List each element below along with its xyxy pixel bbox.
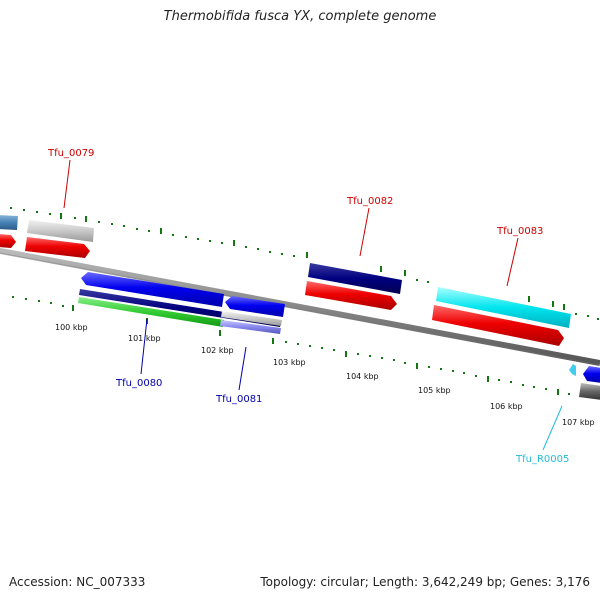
tick-labels: 100 kbp 101 kbp 102 kbp 103 kbp 104 kbp … — [55, 323, 595, 427]
gene-arrow-gray-0079[interactable] — [27, 220, 94, 242]
gene-arrow-blue-right[interactable] — [583, 366, 600, 383]
map-title: Thermobifida fusca YX, complete genome — [163, 9, 437, 24]
inner-tick-track — [12, 296, 570, 395]
gene-arrow-gray-0081[interactable] — [221, 311, 282, 326]
outer-tick-track — [10, 207, 599, 320]
gene-labels: Tfu_0079 Tfu_0082 Tfu_0083 Tfu_0080 Tfu_… — [47, 148, 569, 465]
genome-backbone — [0, 247, 600, 366]
gene-arrow-tfu-0080[interactable] — [81, 272, 224, 307]
gene-arrow-green-0080[interactable] — [78, 297, 224, 327]
gene-arrow-tfu-0082[interactable] — [305, 281, 397, 310]
gene-arrow-tfu-0081[interactable] — [225, 296, 285, 317]
gene-arrow-darkgray-right[interactable] — [579, 383, 600, 400]
rna-arrow-tfu-r0005[interactable] — [569, 364, 576, 376]
gene-arrow-steelblue[interactable] — [0, 215, 18, 230]
genome-summary-text: Topology: circular; Length: 3,642,249 bp… — [260, 575, 590, 589]
gene-arrow-tfu-0083[interactable] — [432, 305, 564, 346]
accession-text: Accession: NC_007333 — [9, 575, 146, 589]
gene-arrow-red-left[interactable] — [0, 234, 16, 248]
gene-arrow-lavender-0081[interactable] — [220, 320, 281, 334]
tick-label: 107 kbp — [562, 418, 595, 427]
tick-label: 101 kbp — [128, 334, 161, 343]
gene-label-tfu-0081[interactable]: Tfu_0081 — [215, 394, 262, 405]
gene-label-tfu-r0005[interactable]: Tfu_R0005 — [515, 454, 569, 465]
label-leaders — [63, 159, 563, 451]
tick-label: 105 kbp — [418, 386, 451, 395]
tick-label: 104 kbp — [346, 372, 379, 381]
gene-label-tfu-0080[interactable]: Tfu_0080 — [115, 378, 162, 389]
gene-label-tfu-0083[interactable]: Tfu_0083 — [496, 226, 543, 237]
tick-label: 102 kbp — [201, 346, 234, 355]
gene-arrow-tfu-0079[interactable] — [25, 237, 90, 258]
gene-label-tfu-0082[interactable]: Tfu_0082 — [346, 196, 393, 207]
gene-label-tfu-0079[interactable]: Tfu_0079 — [47, 148, 94, 159]
tick-label: 100 kbp — [55, 323, 88, 332]
gene-arrow-cyan-0083[interactable] — [436, 287, 571, 328]
tick-label: 106 kbp — [490, 402, 523, 411]
tick-label: 103 kbp — [273, 358, 306, 367]
gene-arrow-navy-0082[interactable] — [308, 263, 402, 294]
